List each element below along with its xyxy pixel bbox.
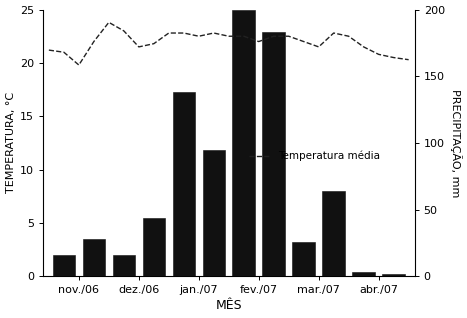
Bar (83, 239, 105, 276)
Bar (262, 32, 285, 276)
Y-axis label: PRECIPITAÇÃO, mm: PRECIPITAÇÃO, mm (450, 89, 461, 197)
X-axis label: MÊS: MÊS (215, 300, 242, 313)
Bar (353, 272, 375, 276)
Bar (203, 149, 225, 276)
Bar (233, 10, 255, 276)
Bar (382, 273, 405, 276)
Legend: Temperatura média: Temperatura média (245, 147, 384, 166)
Bar (322, 191, 345, 276)
Y-axis label: TEMPERATURA, °C: TEMPERATURA, °C (6, 92, 15, 193)
Bar (292, 242, 315, 276)
Bar (142, 218, 165, 276)
Bar (113, 255, 135, 276)
Bar (172, 92, 195, 276)
Bar (53, 255, 75, 276)
